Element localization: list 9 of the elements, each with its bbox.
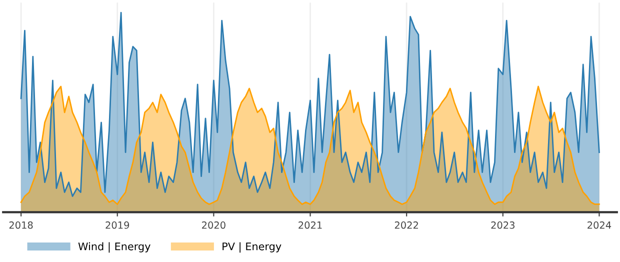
x-tick-label: 2023: [491, 221, 514, 229]
x-tick-label: 2021: [298, 221, 322, 229]
legend-label: Wind | Energy: [78, 242, 150, 253]
x-tick-label: 2024: [588, 221, 612, 229]
legend-label: PV | Energy: [222, 242, 282, 253]
x-tick-label: 2018: [9, 221, 33, 229]
x-tick-label: 2019: [106, 221, 130, 229]
x-tick-label: 2022: [394, 221, 418, 229]
x-tick-label: 2020: [202, 221, 226, 229]
